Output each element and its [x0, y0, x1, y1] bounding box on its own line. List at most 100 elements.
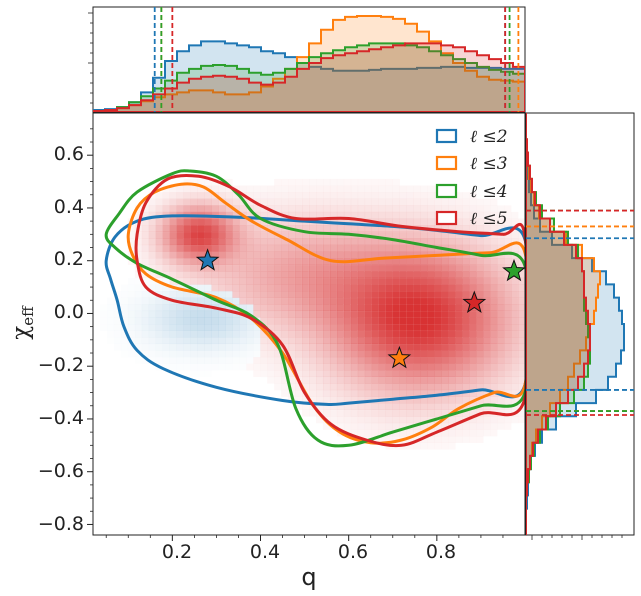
density-cell — [350, 244, 359, 252]
density-cell — [239, 317, 247, 325]
density-cell — [218, 323, 226, 332]
credible-contours — [104, 169, 525, 448]
density-cell — [294, 337, 303, 345]
density-cell — [148, 304, 157, 312]
density-cell — [197, 224, 205, 233]
density-cell — [294, 389, 303, 397]
y-axis-title: χeff — [8, 305, 37, 340]
density-cell — [322, 396, 331, 404]
density-cell — [385, 317, 394, 325]
density-cell — [371, 370, 380, 378]
density-cell — [294, 257, 303, 266]
density-cell — [274, 251, 282, 259]
density-cell — [406, 370, 414, 378]
density-cell — [343, 244, 352, 252]
density-cell — [476, 264, 484, 272]
density-cell — [287, 310, 296, 318]
density-cell — [225, 356, 233, 365]
density-cell — [406, 383, 414, 391]
density-cell — [378, 370, 387, 378]
density-cell — [204, 284, 212, 292]
density-cell — [274, 238, 282, 246]
density-cell — [434, 402, 442, 411]
density-cell — [476, 218, 484, 226]
density-cell — [413, 370, 421, 378]
density-cell — [120, 304, 129, 312]
density-cell — [162, 350, 171, 358]
y-tick-label: −0.8 — [38, 513, 84, 535]
y-tick-label: −0.6 — [38, 460, 84, 482]
density-cell — [357, 251, 366, 259]
density-cell — [385, 363, 394, 371]
density-cell — [336, 304, 345, 312]
density-cell — [239, 218, 247, 226]
density-cell — [162, 205, 171, 213]
density-cell — [448, 396, 456, 404]
density-cell — [106, 297, 115, 305]
density-cell — [469, 429, 477, 437]
density-cell — [176, 238, 185, 246]
density-cell — [301, 356, 310, 365]
density-cell — [253, 231, 261, 239]
density-cell — [197, 310, 205, 318]
density-cell — [462, 317, 470, 325]
density-cell — [476, 238, 484, 246]
density-cell — [176, 271, 185, 279]
density-cell — [280, 185, 289, 193]
density-cell — [343, 383, 352, 391]
density-cell — [260, 231, 268, 239]
density-cell — [274, 264, 282, 272]
density-cell — [483, 290, 491, 299]
legend-entry: ℓ ≤3 — [435, 154, 508, 174]
density-cell — [204, 277, 212, 285]
density-cell — [260, 297, 268, 305]
density-cell — [120, 350, 129, 358]
density-cell — [260, 356, 268, 365]
density-cell — [434, 198, 442, 206]
density-cell — [441, 350, 449, 358]
density-cell — [476, 290, 484, 299]
density-cell — [239, 356, 247, 365]
density-cell — [315, 191, 324, 200]
density-cell — [322, 304, 331, 312]
density-cell — [399, 211, 407, 219]
density-cell — [364, 297, 373, 305]
density-cell — [441, 370, 449, 378]
density-cell — [336, 284, 345, 292]
density-cell — [350, 343, 359, 351]
density-cell — [322, 383, 331, 391]
density-cell — [503, 337, 512, 345]
density-cell — [246, 238, 254, 246]
density-cell — [308, 257, 317, 266]
density-cell — [385, 323, 394, 332]
density-cell — [420, 290, 428, 299]
density-cell — [448, 198, 456, 206]
density-cell — [357, 350, 366, 358]
density-cell — [176, 198, 185, 206]
density-cell — [183, 231, 192, 239]
density-cell — [211, 350, 219, 358]
density-cell — [350, 370, 359, 378]
density-cell — [280, 244, 289, 252]
density-cell — [169, 330, 178, 338]
density-cell — [232, 271, 240, 279]
density-cell — [364, 178, 373, 186]
density-cell — [357, 422, 366, 430]
density-cell — [420, 402, 428, 411]
density-cell — [517, 323, 525, 332]
density-cell — [357, 271, 366, 279]
density-cell — [483, 218, 491, 226]
density-cell — [420, 231, 428, 239]
density-cell — [190, 271, 198, 279]
density-cell — [308, 191, 317, 200]
density-cell — [378, 178, 387, 186]
density-cell — [246, 304, 254, 312]
density-cell — [503, 257, 512, 266]
density-cell — [162, 244, 171, 252]
density-cell — [287, 178, 296, 186]
density-cell — [343, 376, 352, 384]
density-cell — [490, 317, 498, 325]
density-cell — [246, 337, 254, 345]
density-cell — [148, 224, 157, 233]
density-cell — [183, 310, 192, 318]
